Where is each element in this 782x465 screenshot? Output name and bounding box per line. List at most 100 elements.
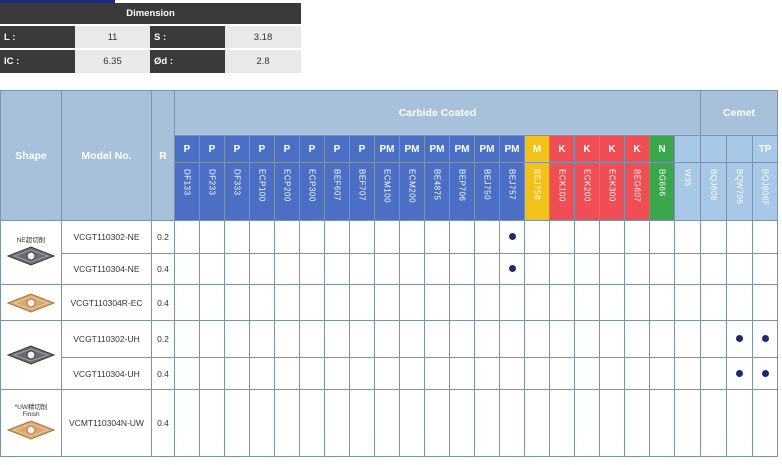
grade-table: Shape Model No. R Carbide Coated Cemet P… (0, 90, 778, 457)
availability-cell (649, 357, 675, 390)
available-dot-icon (508, 265, 516, 272)
availability-cell (649, 320, 675, 358)
availability-cell (424, 253, 450, 285)
availability-cell (224, 284, 250, 321)
insert-image-icon (6, 244, 56, 268)
availability-cell (224, 220, 250, 254)
availability-cell (324, 320, 350, 358)
dimension-title: Dimension (0, 3, 301, 25)
availability-cell (574, 284, 600, 321)
insert-image-icon (6, 291, 56, 315)
available-dot-icon (508, 233, 516, 240)
grade-name-label: ECP200 (282, 169, 292, 202)
availability-cell (674, 357, 701, 390)
availability-cell (752, 389, 778, 457)
availability-cell (324, 253, 350, 285)
insert-image-icon (6, 418, 56, 442)
availability-cell (752, 253, 778, 285)
availability-cell (752, 357, 778, 390)
grade-name-cell: BE4875 (424, 162, 450, 221)
shape-cell (0, 284, 62, 321)
material-class-cell: PM (474, 135, 500, 163)
availability-cell (474, 284, 500, 321)
dim-value-od: 2.8 (225, 48, 301, 73)
radius-cell: 0.4 (151, 357, 175, 390)
availability-cell (299, 389, 325, 457)
material-class-cell (726, 135, 753, 163)
material-class-cell: K (574, 135, 600, 163)
availability-cell (349, 357, 375, 390)
availability-cell (624, 220, 650, 254)
material-class-cell: P (199, 135, 225, 163)
availability-cell (449, 320, 475, 358)
dim-value-l: 11 (75, 24, 150, 49)
availability-cell (599, 357, 625, 390)
availability-cell (399, 357, 425, 390)
availability-cell (726, 253, 753, 285)
grade-name-cell: DF233 (199, 162, 225, 221)
availability-cell (674, 253, 701, 285)
top-accent-bar (0, 0, 115, 3)
insert-image-icon (6, 343, 56, 367)
availability-cell (624, 284, 650, 321)
availability-cell (174, 253, 200, 285)
shape-caption: *UW精切削 Finish (14, 404, 48, 418)
availability-cell (249, 320, 275, 358)
availability-cell (424, 389, 450, 457)
model-number-cell: VCMT110304N-UW (61, 389, 152, 457)
availability-cell (624, 357, 650, 390)
material-class-cell: K (599, 135, 625, 163)
availability-cell (474, 320, 500, 358)
availability-cell (574, 220, 600, 254)
availability-cell (449, 220, 475, 254)
table-row: VCGT110304R-EC 0.4 (0, 284, 778, 321)
grade-name-cell: BQW706 (726, 162, 753, 221)
availability-cell (299, 253, 325, 285)
dim-label-ic: IC : (0, 48, 75, 73)
material-class-cell: P (299, 135, 325, 163)
radius-cell: 0.4 (151, 284, 175, 321)
availability-cell (499, 320, 525, 358)
availability-cell (700, 320, 727, 358)
availability-cell (324, 220, 350, 254)
availability-cell (224, 357, 250, 390)
shape-cell: NE超切削 (0, 220, 62, 285)
available-dot-icon (761, 335, 769, 342)
grade-name-label: BEJ758 (532, 169, 542, 201)
grade-name-cell: BEJ758 (524, 162, 550, 221)
dim-value-s: 3.18 (225, 24, 301, 49)
availability-cell (274, 320, 300, 358)
grade-name-cell: ECM200 (399, 162, 425, 221)
availability-cell (474, 357, 500, 390)
availability-cell (549, 389, 575, 457)
grade-name-label: DF233 (207, 169, 217, 196)
availability-cell (574, 389, 600, 457)
availability-cell (752, 220, 778, 254)
availability-cell (224, 389, 250, 457)
model-number-cell: VCGT110304-NE (61, 253, 152, 285)
grade-name-label: BQJ806F (760, 169, 770, 207)
grade-name-cell: BEG607 (624, 162, 650, 221)
availability-cell (374, 357, 400, 390)
material-class-cell: P (324, 135, 350, 163)
material-class-cell: TP (752, 135, 778, 163)
availability-cell (199, 220, 225, 254)
material-class-cell: K (549, 135, 575, 163)
availability-cell (726, 357, 753, 390)
available-dot-icon (761, 369, 769, 377)
availability-cell (324, 357, 350, 390)
material-class-cell: M (524, 135, 550, 163)
availability-cell (424, 220, 450, 254)
availability-cell (374, 220, 400, 254)
availability-cell (299, 220, 325, 254)
grade-name-label: BEF607 (332, 169, 342, 201)
availability-cell (274, 389, 300, 457)
availability-cell (249, 389, 275, 457)
availability-cell (374, 389, 400, 457)
shape-cell (0, 320, 62, 390)
table-row: NE超切削 VCGT110302-NE 0.2 (0, 220, 778, 285)
availability-cell (700, 357, 727, 390)
availability-cell (174, 284, 200, 321)
material-class-cell: P (274, 135, 300, 163)
availability-cell (274, 284, 300, 321)
